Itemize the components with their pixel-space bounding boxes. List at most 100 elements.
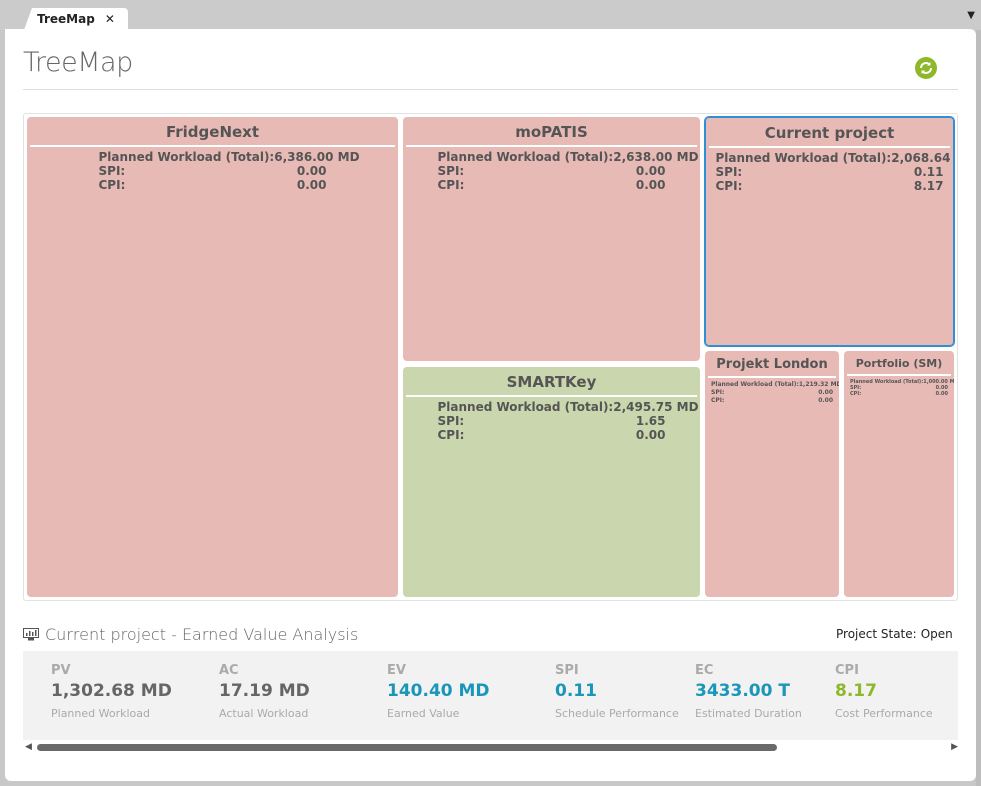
project-state-value: Open: [920, 627, 953, 641]
refresh-icon[interactable]: [915, 57, 937, 79]
kpi-ec: EC 3433.00 T Estimated Duration: [695, 663, 802, 720]
kpi-value: 8.17: [835, 681, 877, 701]
kpi-desc: Schedule Performance: [555, 707, 679, 720]
close-icon[interactable]: ✕: [104, 12, 115, 26]
kpi-desc: Actual Workload: [219, 707, 309, 720]
tile-divider: [708, 376, 836, 378]
dropdown-arrow-icon[interactable]: ▼: [967, 10, 975, 21]
kpi-value: 0.11: [555, 681, 597, 701]
kpi-strip: PV 1,302.68 MD Planned Workload AC 17.19…: [23, 651, 958, 740]
kpi-desc: Earned Value: [387, 707, 460, 720]
project-state: Project State: Open: [832, 627, 953, 641]
cpi-value: 0.00: [296, 178, 327, 192]
treemap: FridgeNext Planned Workload (Total): 6,38…: [23, 113, 958, 601]
planned-label: Planned Workload (Total):: [715, 151, 892, 165]
kpi-value: 17.19 MD: [219, 681, 310, 701]
title-divider: [23, 89, 958, 90]
spi-label: SPI:: [437, 414, 465, 428]
kpi-value: 1,302.68 MD: [51, 681, 172, 701]
spi-label: SPI:: [437, 164, 465, 178]
treemap-tile-fridgenext[interactable]: FridgeNext Planned Workload (Total): 6,38…: [27, 117, 398, 597]
cpi-value: 0.00: [818, 397, 833, 404]
planned-value: 2,638.00 MD: [613, 150, 699, 164]
spi-value: 0.00: [635, 164, 666, 178]
kpi-ac: AC 17.19 MD Actual Workload: [219, 663, 310, 720]
monitor-chart-icon: [23, 628, 39, 641]
kpi-pv: PV 1,302.68 MD Planned Workload: [51, 663, 172, 720]
cpi-value: 0.00: [935, 391, 948, 397]
kpi-abbr: EC: [695, 663, 714, 678]
cpi-label: CPI:: [437, 428, 465, 442]
treemap-tile-portfolio-sm[interactable]: Portfolio (SM) Planned Workload (Total):…: [844, 351, 954, 597]
cpi-label: CPI:: [715, 179, 743, 193]
tile-title: FridgeNext: [165, 123, 260, 141]
kpi-abbr: PV: [51, 663, 71, 678]
treemap-tile-current-project[interactable]: Current project Planned Workload (Total)…: [704, 116, 955, 347]
cpi-value: 8.17: [913, 179, 944, 193]
tile-metrics: Planned Workload (Total):1,000.00 MD SPI…: [850, 379, 954, 397]
content-panel: TreeMap FridgeNext Planned Workload (Tot…: [5, 29, 976, 781]
tile-divider: [847, 374, 951, 376]
kpi-abbr: SPI: [555, 663, 579, 678]
spi-value: 1.65: [635, 414, 666, 428]
kpi-abbr: AC: [219, 663, 239, 678]
scroll-right-arrow-icon[interactable]: ▶: [951, 742, 958, 752]
planned-label: Planned Workload (Total):: [850, 379, 924, 385]
kpi-cpi: CPI 8.17 Cost Performance: [835, 663, 933, 720]
horizontal-scrollbar[interactable]: ◀ ▶: [25, 742, 958, 752]
spi-label: SPI:: [850, 385, 862, 391]
kpi-desc: Estimated Duration: [695, 707, 802, 720]
cpi-label: CPI:: [711, 397, 725, 404]
tile-title: SMARTKey: [506, 373, 597, 391]
tile-title: Current project: [764, 124, 895, 142]
kpi-value: 140.40 MD: [387, 681, 490, 701]
cpi-value: 0.00: [635, 428, 666, 442]
cpi-value: 0.00: [635, 178, 666, 192]
tile-metrics: Planned Workload (Total): 1,219.32 MD SPI…: [711, 381, 839, 405]
project-state-label: Project State:: [836, 627, 917, 641]
planned-label: Planned Workload (Total):: [437, 150, 614, 164]
eva-header: Current project - Earned Value Analysis: [23, 625, 358, 644]
spi-label: SPI:: [711, 389, 725, 396]
planned-value: 1,219.32 MD: [798, 381, 839, 388]
tile-metrics: Planned Workload (Total): 2,638.00 MD SPI…: [437, 150, 699, 192]
kpi-value: 3433.00 T: [695, 681, 790, 701]
tile-title: moPATIS: [515, 123, 588, 141]
tile-divider: [709, 146, 950, 148]
spi-label: SPI:: [98, 164, 126, 178]
page-title: TreeMap: [23, 47, 133, 78]
treemap-tile-mopatis[interactable]: moPATIS Planned Workload (Total): 2,638.0…: [403, 117, 700, 361]
tile-divider: [406, 145, 697, 147]
spi-value: 0.00: [935, 385, 948, 391]
spi-value: 0.00: [818, 389, 833, 396]
planned-value: 2,495.75 MD: [613, 400, 699, 414]
scroll-left-arrow-icon[interactable]: ◀: [25, 742, 32, 752]
spi-label: SPI:: [715, 165, 743, 179]
treemap-tile-smartkey[interactable]: SMARTKey Planned Workload (Total): 2,495.…: [403, 367, 700, 597]
treemap-tile-projekt-london[interactable]: Projekt London Planned Workload (Total):…: [705, 351, 839, 597]
cpi-label: CPI:: [98, 178, 126, 192]
tile-title: Portfolio (SM): [855, 357, 943, 370]
window-edge: [976, 30, 981, 786]
tile-metrics: Planned Workload (Total):2,068.64 MD SPI…: [715, 151, 954, 193]
tab-treemap[interactable]: TreeMap ✕: [24, 8, 128, 30]
kpi-ev: EV 140.40 MD Earned Value: [387, 663, 490, 720]
spi-value: 0.11: [913, 165, 944, 179]
tile-divider: [406, 395, 697, 397]
planned-value: 6,386.00 MD: [274, 150, 360, 164]
spi-value: 0.00: [296, 164, 327, 178]
eva-title: Current project - Earned Value Analysis: [45, 625, 359, 644]
planned-label: Planned Workload (Total):: [437, 400, 614, 414]
planned-value: 1,000.00 MD: [923, 379, 954, 385]
kpi-abbr: EV: [387, 663, 406, 678]
planned-label: Planned Workload (Total):: [98, 150, 275, 164]
tab-bar: TreeMap ✕ ▼: [0, 0, 981, 30]
tab-label: TreeMap: [37, 12, 95, 26]
kpi-desc: Cost Performance: [835, 707, 933, 720]
scrollbar-thumb[interactable]: [37, 744, 777, 751]
cpi-label: CPI:: [850, 391, 862, 397]
tile-metrics: Planned Workload (Total): 6,386.00 MD SPI…: [98, 150, 360, 192]
planned-label: Planned Workload (Total):: [711, 381, 799, 388]
cpi-label: CPI:: [437, 178, 465, 192]
kpi-spi: SPI 0.11 Schedule Performance: [555, 663, 679, 720]
